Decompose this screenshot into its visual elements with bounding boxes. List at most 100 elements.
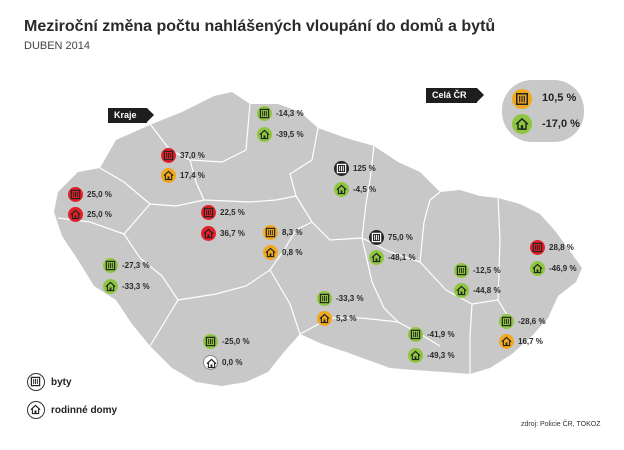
region-domy-value: 17,4 % bbox=[180, 171, 205, 180]
region-domy-marker bbox=[103, 279, 118, 294]
region-byty-value: -14,3 % bbox=[276, 109, 304, 118]
map-subtitle: DUBEN 2014 bbox=[24, 40, 91, 52]
region-domy-value: 16,7 % bbox=[518, 337, 543, 346]
apartment-icon bbox=[410, 329, 421, 340]
region-byty-marker bbox=[103, 258, 118, 273]
region-domy-marker bbox=[530, 261, 545, 276]
region-byty-marker bbox=[530, 240, 545, 255]
apartment-icon bbox=[70, 189, 81, 200]
house-icon bbox=[336, 184, 347, 195]
region-domy-value: 0,8 % bbox=[282, 248, 303, 257]
cela-cr-label: Celá ČR bbox=[426, 88, 483, 103]
apartment-icon bbox=[371, 232, 382, 243]
house-icon bbox=[265, 247, 276, 258]
legend-byty-label: byty bbox=[51, 377, 72, 388]
house-icon bbox=[515, 117, 529, 130]
cr-byty-marker bbox=[512, 89, 532, 109]
region-byty-value: -33,3 % bbox=[336, 294, 364, 303]
country-summary: 10,5 % -17,0 % bbox=[502, 80, 584, 142]
house-icon bbox=[410, 350, 421, 361]
house-icon bbox=[30, 404, 41, 415]
house-icon bbox=[206, 358, 217, 369]
region-domy-marker bbox=[203, 355, 218, 370]
cr-byty-value: 10,5 % bbox=[542, 92, 577, 104]
region-domy-marker bbox=[263, 245, 278, 260]
region-byty-value: -25,0 % bbox=[222, 337, 250, 346]
region-domy-value: 5,3 % bbox=[336, 314, 357, 323]
apartment-icon bbox=[336, 163, 347, 174]
region-domy-marker bbox=[257, 127, 272, 142]
apartment-icon bbox=[265, 227, 276, 238]
apartment-icon bbox=[30, 376, 41, 387]
apartment-icon bbox=[515, 92, 529, 106]
legend-byty-icon bbox=[27, 373, 45, 391]
region-byty-marker bbox=[499, 314, 514, 329]
region-byty-value: -27,3 % bbox=[122, 261, 150, 270]
legend-domy-label: rodinné domy bbox=[51, 405, 118, 416]
legend-domy-icon bbox=[27, 401, 45, 419]
region-byty-value: 22,5 % bbox=[220, 208, 245, 217]
region-byty-value: -12,5 % bbox=[473, 266, 501, 275]
house-icon bbox=[203, 228, 214, 239]
region-domy-value: -48,1 % bbox=[388, 253, 416, 262]
apartment-icon bbox=[532, 242, 543, 253]
house-icon bbox=[105, 281, 116, 292]
region-byty-marker bbox=[454, 263, 469, 278]
region-byty-marker bbox=[408, 327, 423, 342]
region-domy-value: 0,0 % bbox=[222, 358, 243, 367]
region-domy-marker bbox=[201, 226, 216, 241]
region-byty-value: 8,3 % bbox=[282, 228, 303, 237]
kraje-label: Kraje bbox=[108, 108, 153, 123]
region-domy-value: -39,5 % bbox=[276, 130, 304, 139]
region-byty-marker bbox=[257, 106, 272, 121]
house-icon bbox=[371, 252, 382, 263]
apartment-icon bbox=[203, 207, 214, 218]
region-byty-marker bbox=[334, 161, 349, 176]
house-icon bbox=[532, 263, 543, 274]
map-title: Meziroční změna počtu nahlášených vloupá… bbox=[24, 18, 496, 35]
house-icon bbox=[259, 129, 270, 140]
region-byty-value: 125 % bbox=[353, 164, 376, 173]
apartment-icon bbox=[456, 265, 467, 276]
region-byty-value: 37,0 % bbox=[180, 151, 205, 160]
region-borders bbox=[57, 103, 511, 374]
region-domy-marker bbox=[68, 207, 83, 222]
region-byty-value: 28,8 % bbox=[549, 243, 574, 252]
region-byty-marker bbox=[263, 225, 278, 240]
region-domy-marker bbox=[369, 250, 384, 265]
apartment-icon bbox=[105, 260, 116, 271]
region-byty-marker bbox=[203, 334, 218, 349]
region-domy-value: -33,3 % bbox=[122, 282, 150, 291]
region-domy-value: 36,7 % bbox=[220, 229, 245, 238]
region-byty-marker bbox=[369, 230, 384, 245]
region-domy-marker bbox=[317, 311, 332, 326]
region-domy-value: -49,3 % bbox=[427, 351, 455, 360]
region-domy-marker bbox=[454, 283, 469, 298]
source-note: zdroj: Policie ČR, TOKOZ bbox=[521, 421, 601, 428]
region-byty-marker bbox=[161, 148, 176, 163]
house-icon bbox=[501, 336, 512, 347]
apartment-icon bbox=[205, 336, 216, 347]
apartment-icon bbox=[259, 108, 270, 119]
country-shape bbox=[54, 92, 582, 386]
apartment-icon bbox=[163, 150, 174, 161]
region-domy-value: -44,8 % bbox=[473, 286, 501, 295]
region-domy-value: -46,9 % bbox=[549, 264, 577, 273]
region-byty-value: -28,6 % bbox=[518, 317, 546, 326]
region-byty-value: -41,9 % bbox=[427, 330, 455, 339]
region-byty-marker bbox=[317, 291, 332, 306]
region-byty-marker bbox=[68, 187, 83, 202]
region-byty-marker bbox=[201, 205, 216, 220]
region-domy-marker bbox=[408, 348, 423, 363]
region-domy-marker bbox=[499, 334, 514, 349]
region-byty-value: 25,0 % bbox=[87, 190, 112, 199]
house-icon bbox=[70, 209, 81, 220]
region-domy-marker bbox=[334, 182, 349, 197]
house-icon bbox=[163, 170, 174, 181]
house-icon bbox=[319, 313, 330, 324]
region-domy-value: 25,0 % bbox=[87, 210, 112, 219]
cr-domy-value: -17,0 % bbox=[542, 118, 580, 130]
apartment-icon bbox=[501, 316, 512, 327]
apartment-icon bbox=[319, 293, 330, 304]
